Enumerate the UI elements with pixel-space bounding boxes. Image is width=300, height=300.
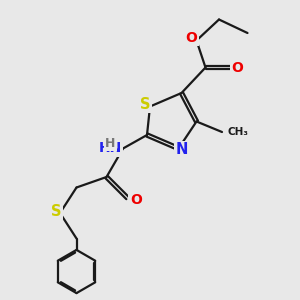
Text: O: O: [185, 31, 197, 44]
Text: HN: HN: [98, 142, 122, 155]
Text: CH₃: CH₃: [227, 127, 248, 137]
Text: H: H: [105, 136, 116, 150]
Text: N: N: [176, 142, 188, 158]
Text: S: S: [51, 204, 62, 219]
Text: O: O: [130, 193, 142, 206]
Text: O: O: [232, 61, 244, 74]
Text: S: S: [140, 97, 151, 112]
